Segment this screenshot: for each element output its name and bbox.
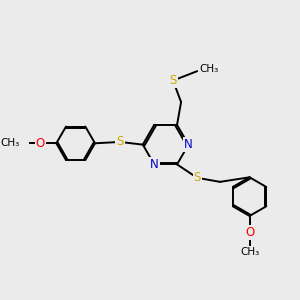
Text: CH₃: CH₃ <box>1 138 20 148</box>
Text: O: O <box>36 137 45 150</box>
Text: N: N <box>150 158 159 171</box>
Text: O: O <box>245 226 254 238</box>
Text: N: N <box>184 138 193 151</box>
Text: CH₃: CH₃ <box>240 247 259 257</box>
Text: S: S <box>116 135 124 148</box>
Text: CH₃: CH₃ <box>199 64 219 74</box>
Text: S: S <box>169 74 177 87</box>
Text: S: S <box>194 171 201 184</box>
